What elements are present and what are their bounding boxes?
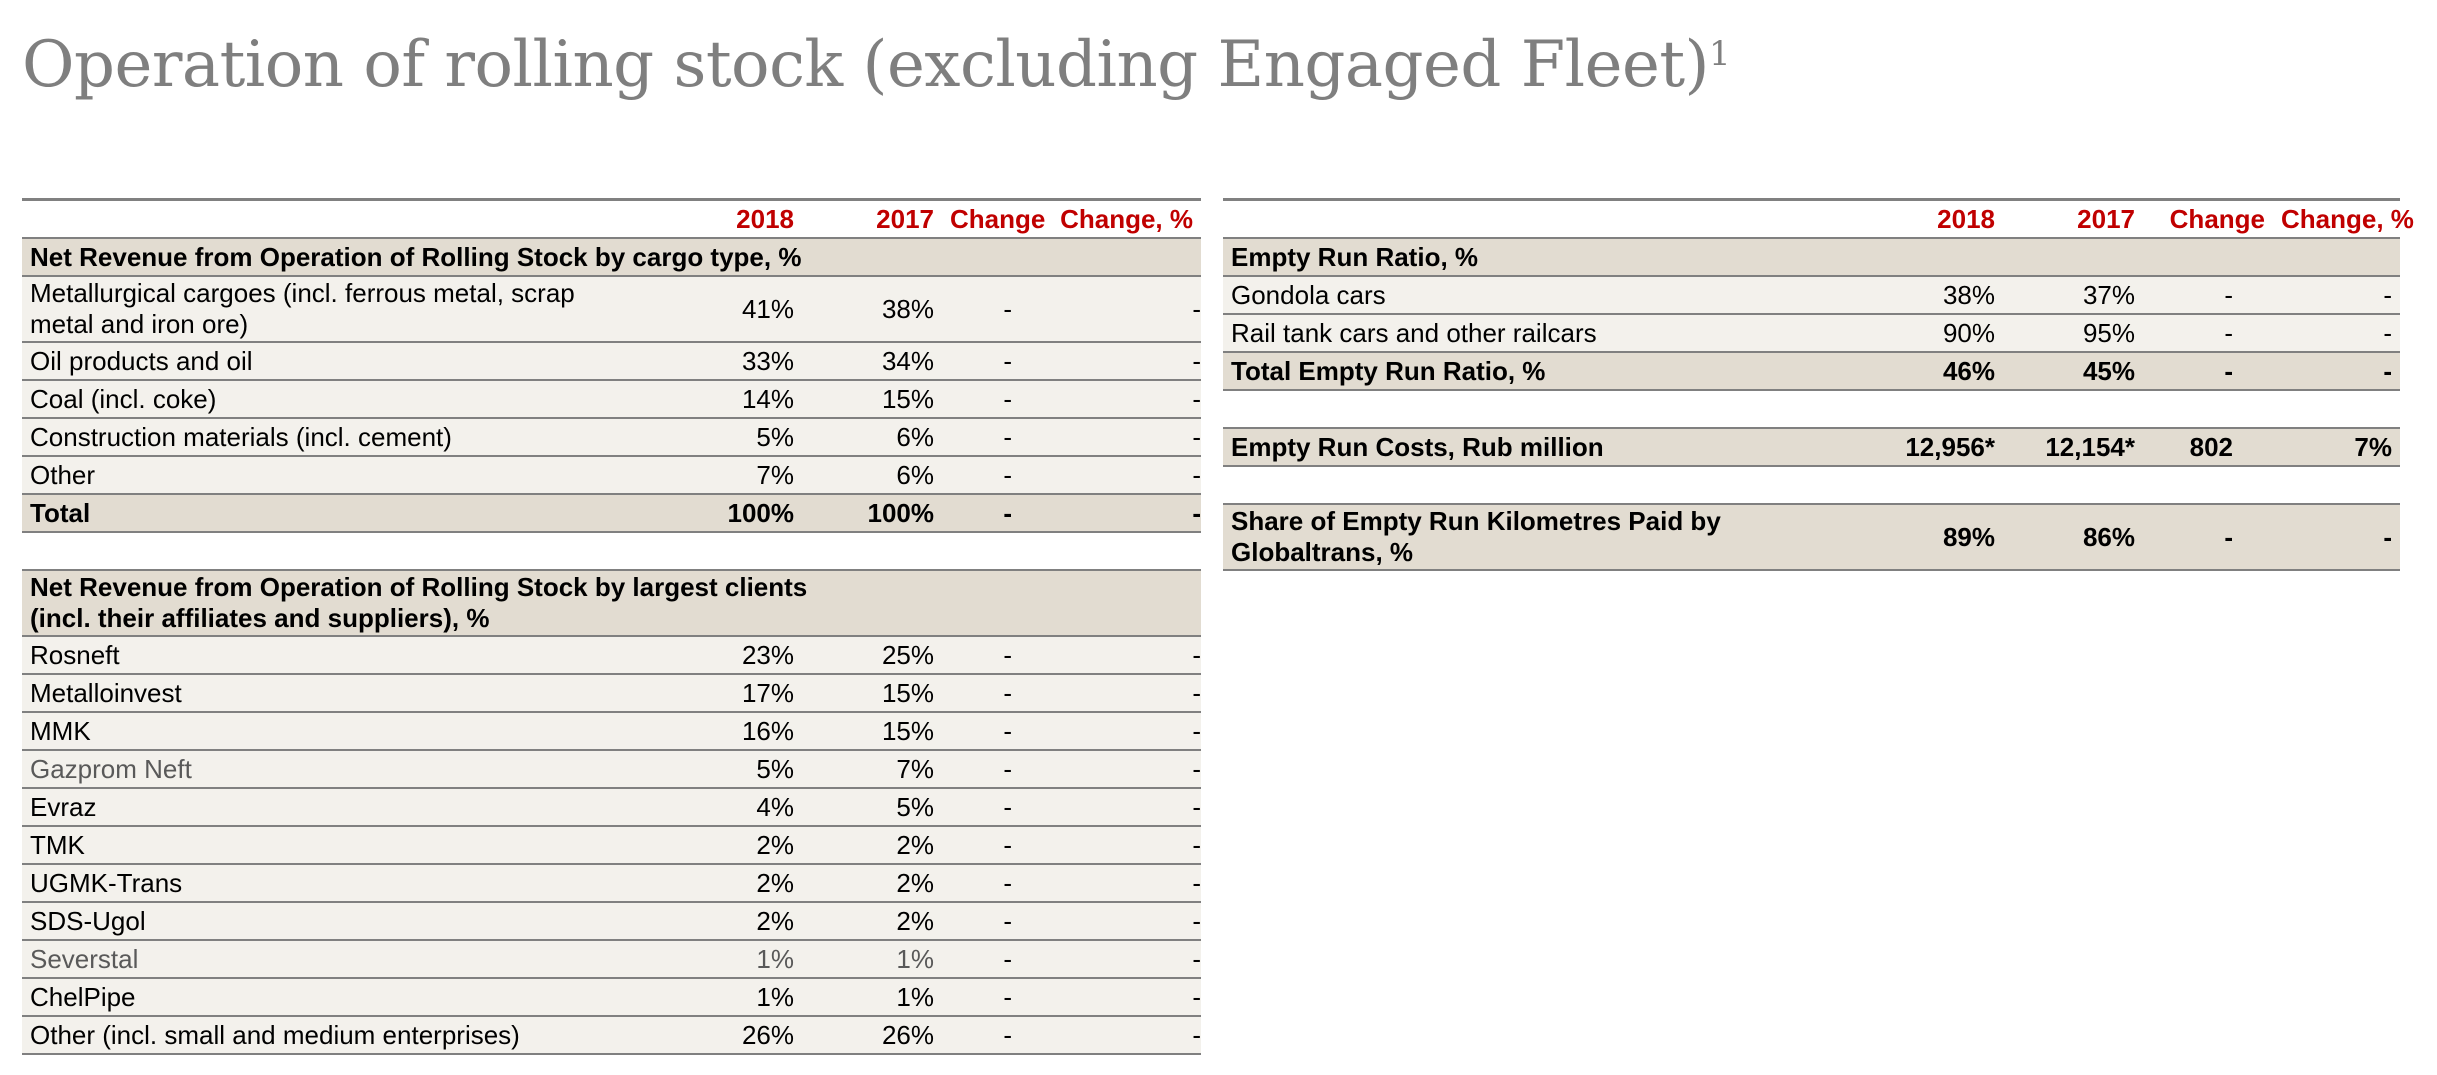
cargo-section-header: Net Revenue from Operation of Rolling St…	[22, 238, 1201, 277]
table-row: MMK 16% 15% - -	[22, 712, 1201, 751]
table-row: Rosneft 23% 25% - -	[22, 636, 1201, 675]
spacer-row	[22, 532, 1201, 570]
header-change: Change	[2143, 199, 2273, 239]
left-header-row: 2018 2017 Change Change, %	[22, 199, 1201, 239]
table-row: Rail tank cars and other railcars 90% 95…	[1223, 314, 2400, 353]
header-2017: 2017	[802, 199, 942, 239]
page-title: Operation of rolling stock (excluding En…	[22, 28, 1731, 102]
header-change: Change	[942, 199, 1052, 239]
header-2018: 2018	[1863, 199, 2003, 239]
table-row: Metallurgical cargoes (incl. ferrous met…	[22, 276, 1201, 343]
title-footnote: 1	[1709, 34, 1731, 74]
table-row: UGMK-Trans 2% 2% - -	[22, 864, 1201, 903]
right-table-panel: 2018 2017 Change Change, % Empty Run Rat…	[1223, 198, 2414, 571]
table-row: Other 7% 6% - -	[22, 456, 1201, 495]
table-row: Gazprom Neft 5% 7% - -	[22, 750, 1201, 789]
left-table: 2018 2017 Change Change, % Net Revenue f…	[22, 198, 1201, 1055]
table-row: TMK 2% 2% - -	[22, 826, 1201, 865]
clients-section-header: Net Revenue from Operation of Rolling St…	[22, 569, 1201, 637]
table-row: Severstal 1% 1% - -	[22, 940, 1201, 979]
table-row: Evraz 4% 5% - -	[22, 788, 1201, 827]
spacer-row	[1223, 390, 2400, 428]
empty-run-costs-row: Empty Run Costs, Rub million 12,956* 12,…	[1223, 427, 2400, 467]
table-row: Gondola cars 38% 37% - -	[1223, 276, 2400, 315]
left-table-panel: 2018 2017 Change Change, % Net Revenue f…	[22, 198, 1201, 1055]
spacer-row	[1223, 466, 2400, 504]
empty-run-total-row: Total Empty Run Ratio, % 46% 45% - -	[1223, 352, 2400, 391]
table-row: Metalloinvest 17% 15% - -	[22, 674, 1201, 713]
right-table: 2018 2017 Change Change, % Empty Run Rat…	[1223, 198, 2414, 571]
header-change-pct: Change, %	[1052, 199, 1201, 239]
table-row: Construction materials (incl. cement) 5%…	[22, 418, 1201, 457]
right-header-row: 2018 2017 Change Change, %	[1223, 199, 2414, 239]
table-row: SDS-Ugol 2% 2% - -	[22, 902, 1201, 941]
header-change-pct: Change, %	[2273, 199, 2414, 239]
table-row: ChelPipe 1% 1% - -	[22, 978, 1201, 1017]
empty-run-section-header: Empty Run Ratio, %	[1223, 238, 2400, 277]
share-km-row: Share of Empty Run Kilometres Paid by Gl…	[1223, 503, 2400, 571]
table-row: Oil products and oil 33% 34% - -	[22, 342, 1201, 381]
table-row: Other (incl. small and medium enterprise…	[22, 1016, 1201, 1055]
header-2017: 2017	[2003, 199, 2143, 239]
header-2018: 2018	[672, 199, 802, 239]
cargo-total-row: Total 100% 100% - -	[22, 494, 1201, 533]
table-row: Coal (incl. coke) 14% 15% - -	[22, 380, 1201, 419]
